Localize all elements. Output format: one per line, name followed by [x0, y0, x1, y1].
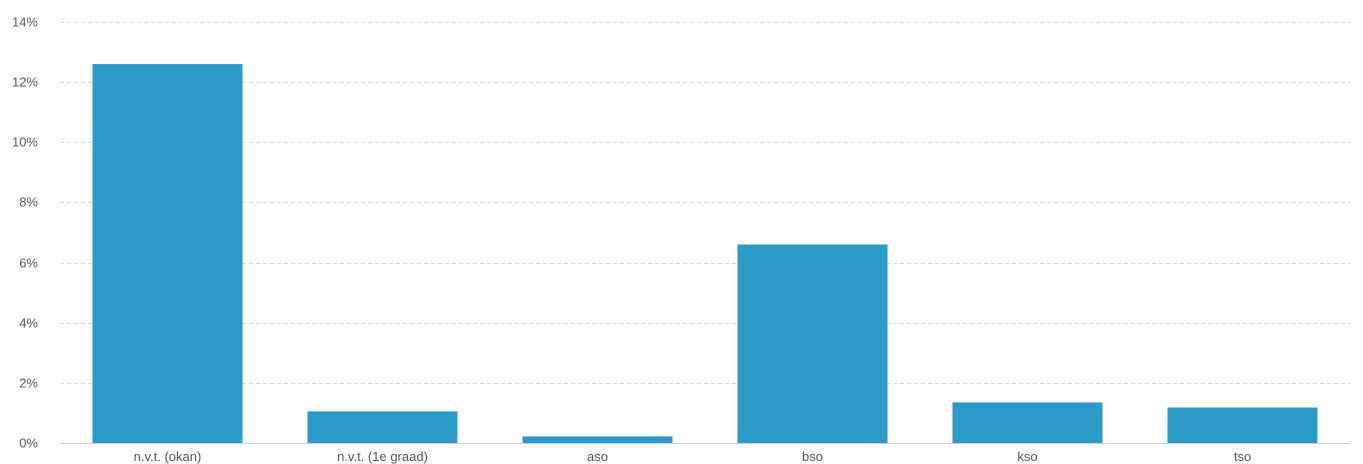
bars [92, 64, 1318, 444]
y-tick-label: 6% [19, 256, 38, 271]
x-category-label: kso [1017, 449, 1037, 464]
x-category-label: bso [802, 449, 823, 464]
y-tick-label: 10% [12, 135, 38, 150]
y-tick-label: 2% [19, 376, 38, 391]
bar[interactable] [307, 411, 458, 443]
x-category-label: n.v.t. (1e graad) [337, 449, 428, 464]
gridlines [60, 22, 1350, 444]
y-tick-label: 8% [19, 195, 38, 210]
bar[interactable] [92, 64, 243, 443]
y-tick-label: 0% [19, 436, 38, 451]
x-axis-category-labels: n.v.t. (okan) n.v.t. (1e graad) aso bso kso t… [134, 449, 1252, 464]
bar[interactable] [952, 402, 1103, 443]
bar[interactable] [737, 244, 888, 444]
x-category-label: aso [587, 449, 608, 464]
y-tick-label: 4% [19, 316, 38, 331]
bar[interactable] [522, 436, 673, 443]
y-tick-label: 14% [12, 15, 38, 30]
bar[interactable] [1167, 407, 1318, 444]
y-tick-label: 12% [12, 75, 38, 90]
x-category-label: n.v.t. (okan) [134, 449, 202, 464]
x-category-label: tso [1234, 449, 1251, 464]
y-axis-tick-labels: 0% 2% 4% 6% 8% 10% 12% 14% [12, 15, 38, 451]
